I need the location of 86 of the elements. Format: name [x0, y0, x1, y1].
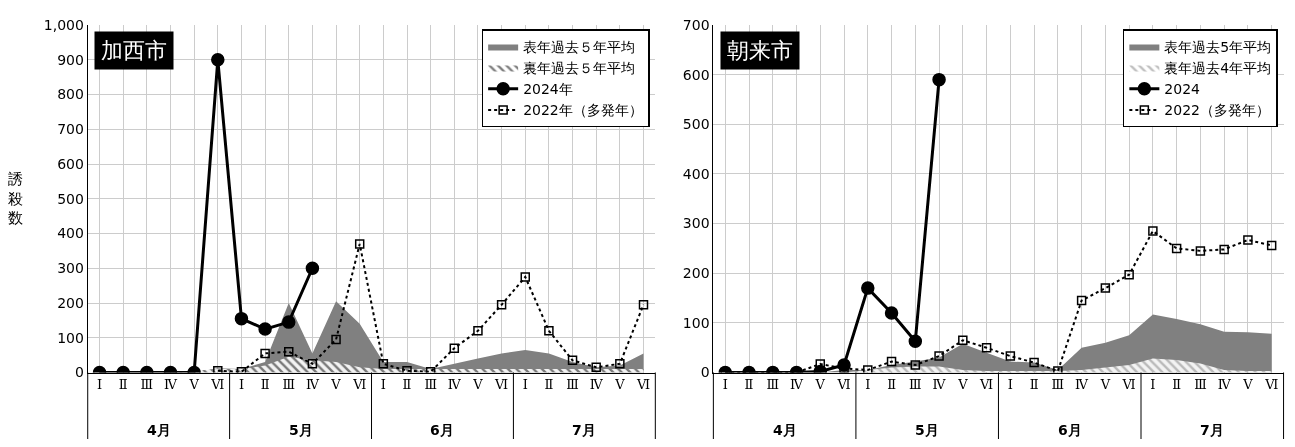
x-tick-label: Ⅳ [1075, 377, 1090, 393]
y-tick-label: 700 [57, 121, 84, 138]
x-tick-label: Ⅳ [932, 377, 947, 393]
y-tick-label: 1,000 [43, 16, 84, 33]
x-tick-label: Ⅵ [352, 377, 367, 393]
x-tick-label: Ⅰ [238, 377, 245, 393]
x-tick-label: Ⅰ [380, 377, 386, 393]
y-tick-label: 700 [682, 16, 710, 33]
legend-label: 2024年 [523, 81, 573, 98]
y-tick-label: 900 [57, 51, 84, 68]
legend-label: 2022年（多発年） [523, 102, 643, 119]
x-tick-label: Ⅲ [282, 377, 296, 393]
x-tick-label: Ⅴ [1099, 377, 1111, 393]
text: 5月 [915, 422, 939, 438]
x-tick-label: Ⅳ [589, 377, 604, 393]
x-tick-label: Ⅱ [402, 377, 412, 393]
y-tick-label: 800 [57, 86, 84, 103]
y-tick-label: 200 [57, 294, 84, 311]
x-tick-label: Ⅵ [494, 377, 509, 393]
x-tick-label: Ⅳ [164, 377, 178, 393]
legend-label: 裏年過去５年平均 [523, 60, 636, 77]
x-tick-label: Ⅵ [635, 377, 651, 393]
text: 7月 [572, 422, 596, 438]
y-tick-label: 100 [682, 314, 710, 331]
y-tick-label: 400 [682, 165, 710, 182]
x-tick-label: Ⅲ [1051, 377, 1065, 393]
x-tick-label: Ⅱ [744, 377, 754, 393]
x-tick-label: Ⅰ [1007, 377, 1013, 393]
x-tick-label: Ⅰ [522, 377, 528, 393]
x-tick-label: Ⅱ [260, 377, 270, 393]
y-tick-label: 500 [682, 116, 710, 133]
legend-label: 2024 [1164, 81, 1201, 98]
x-tick-label: Ⅴ [957, 377, 969, 393]
x-tick-label: Ⅲ [566, 377, 579, 393]
x-tick-label: Ⅰ [96, 377, 103, 393]
text: 4月 [147, 422, 171, 438]
x-tick-label: Ⅵ [836, 377, 851, 393]
y-tick-label: 400 [57, 225, 84, 242]
text: 5月 [289, 422, 313, 438]
text: 6月 [1058, 422, 1082, 438]
x-tick-label: Ⅴ [472, 377, 484, 393]
legend-label: 裏年過去4年平均 [1164, 60, 1272, 77]
text: 4月 [773, 422, 797, 438]
x-tick-label: Ⅴ [188, 377, 200, 393]
x-tick-label: Ⅴ [814, 377, 826, 393]
x-tick-label: Ⅵ [979, 377, 994, 393]
x-tick-label: Ⅳ [790, 377, 805, 393]
y-tick-label: 600 [682, 66, 710, 83]
text: 6月 [430, 422, 454, 438]
legend-label: 表年過去5年平均 [1164, 38, 1272, 55]
x-tick-label: Ⅰ [1150, 377, 1156, 393]
x-tick-label: Ⅲ [1194, 377, 1207, 393]
text: 加西市 [101, 38, 167, 63]
y-tick-label: 300 [57, 260, 84, 277]
x-tick-label: Ⅳ [447, 377, 462, 393]
x-tick-label: Ⅴ [1242, 377, 1254, 393]
x-tick-label: Ⅴ [330, 377, 342, 393]
y-tick-label: 0 [75, 364, 84, 381]
x-tick-label: Ⅰ [722, 377, 728, 393]
y-tick-label: 500 [57, 190, 84, 207]
x-tick-label: Ⅳ [1217, 377, 1232, 393]
y-tick-label: 0 [700, 364, 710, 381]
x-tick-label: Ⅲ [140, 377, 154, 393]
x-tick-label: Ⅵ [210, 377, 225, 393]
y-tick-label: 300 [682, 215, 710, 232]
y-tick-label: 200 [682, 265, 710, 282]
text: 7月 [1200, 422, 1224, 438]
x-tick-label: Ⅱ [544, 377, 554, 393]
y-tick-label: 100 [57, 329, 84, 346]
x-tick-label: Ⅱ [1029, 377, 1039, 393]
x-tick-label: Ⅴ [614, 377, 626, 393]
x-tick-label: Ⅰ [865, 377, 871, 393]
text: 朝来市 [727, 38, 793, 63]
y-tick-label: 600 [57, 155, 84, 172]
x-tick-label: Ⅱ [887, 377, 897, 393]
x-tick-label: Ⅱ [1172, 377, 1182, 393]
x-tick-label: Ⅵ [1121, 377, 1136, 393]
x-tick-label: Ⅳ [305, 377, 320, 393]
x-tick-label: Ⅵ [1264, 377, 1279, 393]
y-axis-title: 誘殺数 [8, 170, 23, 227]
x-tick-label: Ⅲ [909, 377, 922, 393]
legend-label: 表年過去５年平均 [523, 38, 636, 55]
legend-label: 2022（多発年） [1164, 102, 1270, 119]
x-tick-label: Ⅲ [766, 377, 780, 393]
x-tick-label: Ⅱ [118, 377, 128, 393]
x-tick-label: Ⅲ [424, 377, 437, 393]
